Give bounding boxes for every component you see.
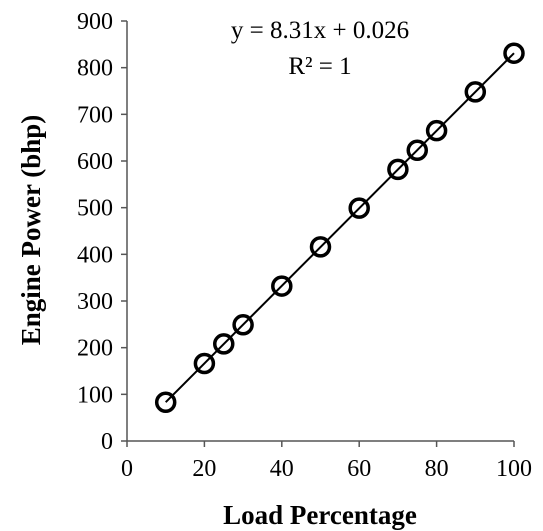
r-squared-label: R² = 1 [288, 53, 351, 80]
x-axis-title: Load Percentage [223, 500, 417, 530]
data-point [193, 352, 216, 375]
data-points [154, 42, 525, 414]
x-tick-label: 40 [270, 456, 294, 482]
x-tick-label: 20 [192, 456, 216, 482]
data-point [348, 197, 370, 219]
x-tick-label: 80 [425, 456, 449, 482]
plot-area: 0 20 40 60 80 100 0 100 200 300 400 500 600 700 800 90… [77, 9, 532, 482]
y-tick-label: 0 [101, 429, 113, 455]
data-point [387, 158, 409, 181]
y-tick-label: 100 [77, 382, 113, 408]
y-axis-title: Engine Power (bhp) [16, 115, 46, 346]
data-point [309, 236, 332, 258]
y-tick-label: 500 [77, 196, 113, 222]
data-point [271, 275, 293, 297]
y-tick-label: 200 [77, 336, 113, 362]
x-tick-label: 100 [496, 456, 532, 482]
y-tick-label: 400 [77, 242, 113, 268]
y-tick-label: 700 [77, 102, 113, 128]
y-tick-label: 900 [77, 9, 113, 35]
data-point [406, 139, 428, 162]
data-point [232, 314, 254, 336]
y-ticks: 0 100 200 300 400 500 600 700 800 900 [77, 9, 127, 455]
trendline-equation: y = 8.31x + 0.026 [231, 17, 409, 44]
data-point [425, 119, 448, 142]
y-tick-label: 800 [77, 56, 113, 82]
y-tick-label: 600 [77, 149, 113, 175]
y-tick-label: 300 [77, 289, 113, 315]
data-point [154, 391, 177, 414]
x-tick-label: 0 [121, 456, 133, 482]
x-tick-label: 60 [347, 456, 371, 482]
data-point [213, 333, 235, 355]
trendline [164, 52, 515, 403]
data-point [464, 81, 487, 103]
data-point [503, 42, 525, 64]
x-ticks: 0 20 40 60 80 100 [121, 441, 532, 482]
